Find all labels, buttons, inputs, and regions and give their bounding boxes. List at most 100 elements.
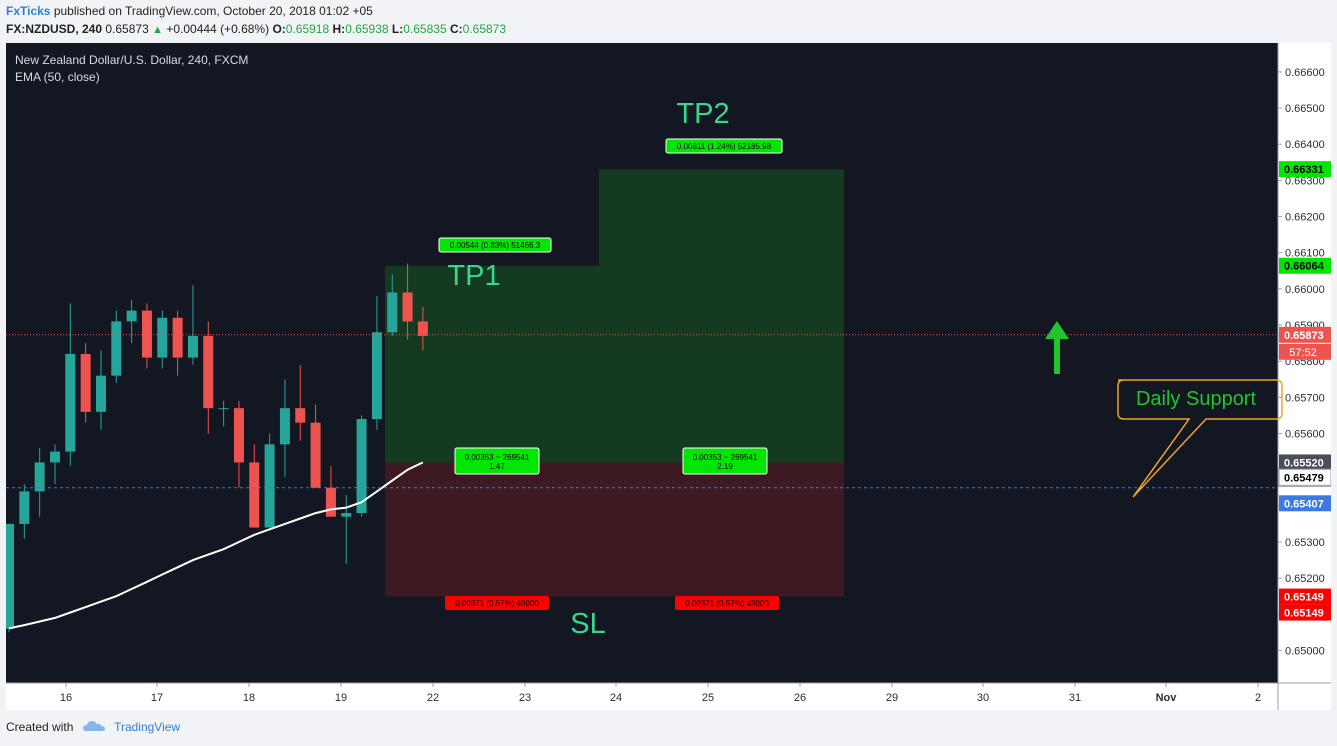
tp1-stop-label: 0.00371 (0.57%) 49000 bbox=[445, 596, 549, 610]
open-value: 0.65918 bbox=[285, 22, 330, 36]
y-tick-label: 0.66000 bbox=[1285, 284, 1325, 296]
low-label: L: bbox=[391, 22, 404, 36]
candle bbox=[126, 299, 137, 344]
candle-body bbox=[65, 353, 76, 452]
candle bbox=[387, 274, 398, 336]
bar-countdown: 57:52 bbox=[1279, 343, 1331, 360]
candle-body bbox=[325, 487, 336, 517]
symbol-name: FX:NZDUSD, 240 bbox=[6, 22, 103, 36]
candle-body bbox=[187, 335, 198, 358]
candle-body bbox=[371, 332, 382, 420]
tradingview-logo-icon bbox=[82, 721, 105, 731]
tradingview-link[interactable]: TradingView bbox=[114, 720, 181, 734]
arrow-shaft bbox=[1054, 338, 1060, 374]
candle bbox=[417, 306, 428, 351]
price-tag-text: 0.65479 bbox=[1284, 472, 1324, 484]
price-tag: 0.65149 bbox=[1279, 604, 1331, 621]
price-tag: 0.66331 bbox=[1279, 161, 1331, 178]
x-tick-label: 19 bbox=[335, 692, 347, 704]
daily-support-callout: Daily Support bbox=[1117, 379, 1283, 498]
tp1-target-label: 0.00544 (0.83%) 51466.3 bbox=[438, 237, 552, 253]
candle bbox=[356, 415, 367, 517]
candle-body bbox=[111, 321, 122, 376]
candle-body bbox=[19, 491, 30, 524]
candle bbox=[325, 466, 336, 517]
candle bbox=[249, 444, 260, 528]
legend-indicator: EMA (50, close) bbox=[15, 70, 100, 84]
tp1-stop-label-text: 0.00371 (0.57%) 49000 bbox=[455, 599, 539, 608]
symbol-header: FX:NZDUSD, 240 0.65873 ▲ +0.00444 (+0.68… bbox=[6, 22, 506, 36]
x-tick-label: 2 bbox=[1255, 692, 1261, 704]
candle-body bbox=[279, 408, 290, 445]
candle bbox=[111, 310, 122, 383]
tp2-target-label: 0.00811 (1.24%) 52185.98 bbox=[665, 138, 783, 154]
y-tick-label: 0.65200 bbox=[1285, 573, 1325, 585]
high-label: H: bbox=[332, 22, 346, 36]
price-tag-text: 0.65873 bbox=[1284, 330, 1324, 342]
candle-body bbox=[34, 462, 45, 492]
candle bbox=[95, 350, 106, 430]
price-tag-box bbox=[1279, 604, 1331, 621]
x-tick-label: 16 bbox=[60, 692, 72, 704]
candle bbox=[80, 343, 91, 423]
candle bbox=[65, 303, 76, 467]
x-tick-label: 31 bbox=[1069, 692, 1081, 704]
tp2-entry-label-box bbox=[682, 447, 768, 475]
price-tag-box bbox=[1279, 495, 1331, 512]
y-tick-label: 0.65000 bbox=[1285, 645, 1325, 657]
candle bbox=[157, 310, 168, 369]
candle bbox=[264, 433, 275, 528]
candle-body bbox=[4, 523, 14, 629]
open-label: O: bbox=[272, 22, 286, 36]
chart-container[interactable]: 0.00544 (0.83%) 51466.3 0.00811 (1.24%) 5… bbox=[4, 43, 1332, 710]
footer: Created with TradingView bbox=[6, 720, 180, 734]
price-tag-box bbox=[1279, 588, 1331, 605]
tp2-stop-label-box bbox=[675, 596, 779, 610]
price-tag: 0.65479 bbox=[1278, 468, 1332, 486]
stop-loss-zone bbox=[385, 462, 844, 597]
tp2-entry-label-ratio: 2.19 bbox=[717, 462, 733, 471]
legend-symbol: New Zealand Dollar/U.S. Dollar, 240, FXC… bbox=[15, 53, 248, 67]
candle-body bbox=[172, 317, 183, 358]
x-tick-label: 29 bbox=[886, 692, 898, 704]
tp2-stop-label-text: 0.00371 (0.57%) 49000 bbox=[685, 599, 769, 608]
tp2-profit-zone bbox=[599, 169, 844, 463]
candle-body bbox=[295, 408, 306, 423]
candle-body bbox=[417, 321, 428, 336]
close-label: C: bbox=[449, 22, 463, 36]
x-tick-label: 22 bbox=[427, 692, 439, 704]
x-tick-label: 25 bbox=[702, 692, 714, 704]
candle-body bbox=[80, 353, 91, 412]
green-up-arrow-icon bbox=[1045, 321, 1069, 374]
arrow-head bbox=[1045, 321, 1069, 339]
candle-body bbox=[249, 462, 260, 528]
candle bbox=[310, 404, 321, 488]
ema-50-line bbox=[8, 461, 424, 630]
candle bbox=[341, 494, 352, 564]
candle bbox=[402, 263, 413, 340]
tp1-target-label-text: 0.00544 (0.83%) 51466.3 bbox=[450, 241, 541, 250]
created-with-text: Created with bbox=[6, 720, 74, 734]
tp2-annotation: TP2 bbox=[676, 98, 729, 130]
candle-body bbox=[310, 422, 321, 488]
candle-body bbox=[203, 335, 214, 409]
x-tick-label: Nov bbox=[1156, 692, 1178, 704]
candle bbox=[233, 400, 244, 488]
y-tick-label: 0.66600 bbox=[1285, 67, 1325, 79]
y-tick-label: 0.66400 bbox=[1285, 139, 1325, 151]
low-value: 0.65835 bbox=[403, 22, 447, 36]
tp2-stop-label: 0.00371 (0.57%) 49000 bbox=[675, 596, 779, 610]
price-chart[interactable]: 0.00544 (0.83%) 51466.3 0.00811 (1.24%) 5… bbox=[4, 43, 1332, 710]
countdown-text: 57:52 bbox=[1289, 347, 1317, 359]
candle bbox=[19, 484, 30, 539]
tp2-target-label-text: 0.00811 (1.24%) 52185.98 bbox=[677, 142, 772, 151]
candle bbox=[295, 364, 306, 441]
candle bbox=[49, 444, 60, 485]
candle bbox=[279, 379, 290, 477]
price-tag: 0.65873 bbox=[1279, 326, 1331, 343]
price-tag-box bbox=[1279, 161, 1331, 178]
price-tag-box bbox=[1279, 326, 1331, 343]
tp1-target-label-box bbox=[438, 237, 552, 253]
publisher-link[interactable]: FxTicks bbox=[6, 4, 51, 18]
